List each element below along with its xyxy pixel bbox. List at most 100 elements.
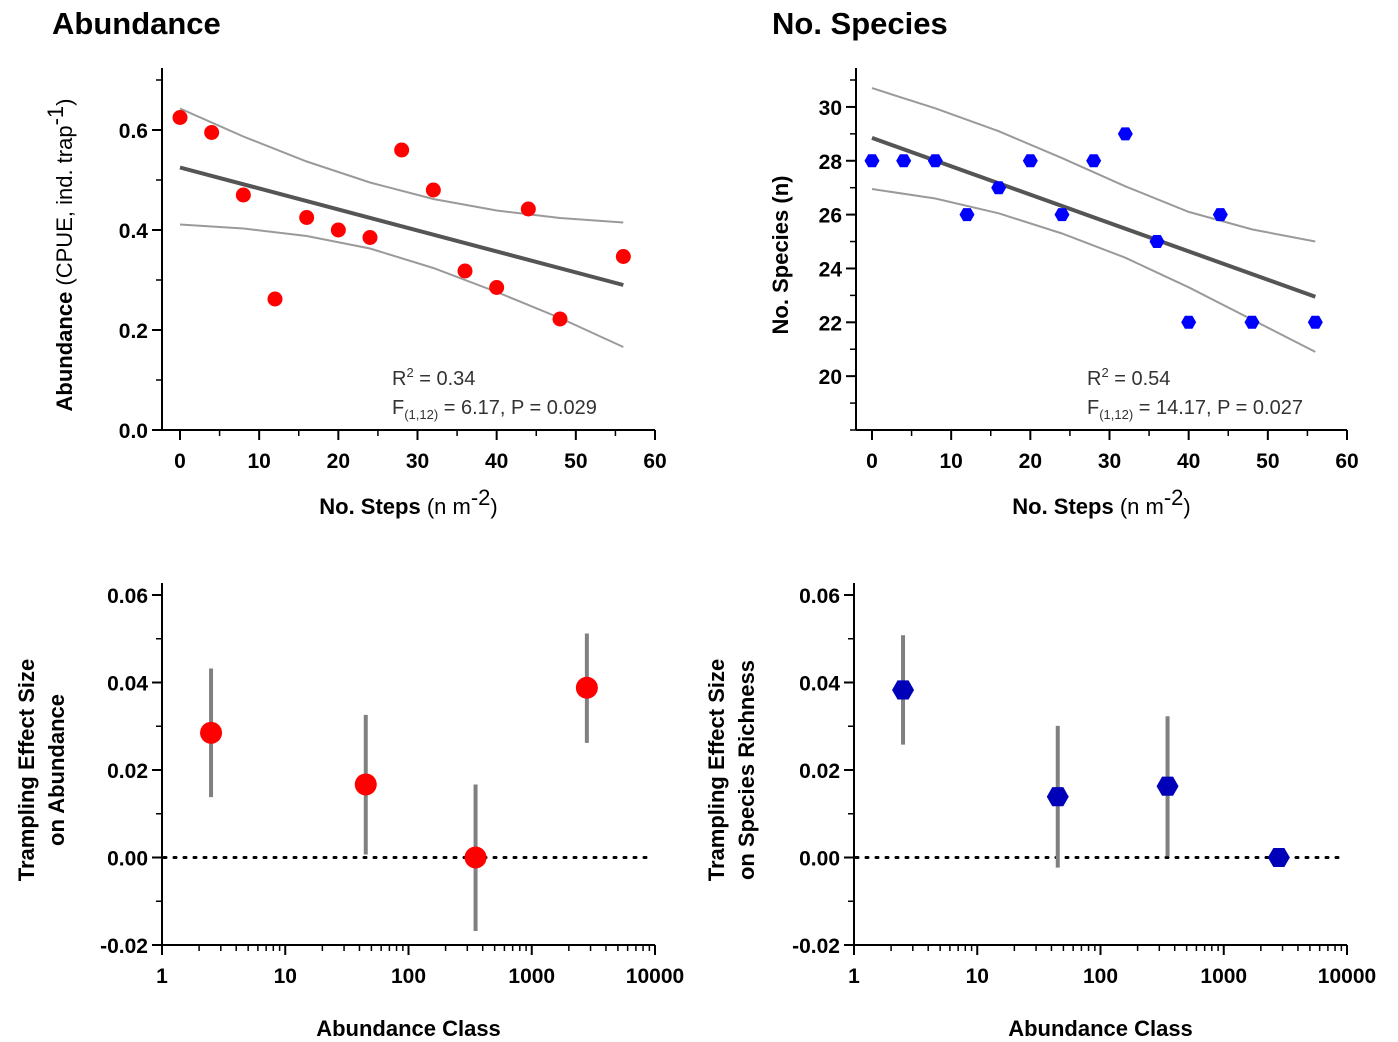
y-tick-label: 0.04 <box>107 673 148 696</box>
y-axis-label-unit-sup: -1 <box>43 106 68 126</box>
y-tick-label: 0.00 <box>107 848 148 871</box>
data-point <box>615 249 631 264</box>
y-tick-label: -0.02 <box>100 935 148 958</box>
y-axis-label-main: No. Species (n) <box>768 176 793 335</box>
data-point <box>1117 127 1133 141</box>
data-point <box>552 311 568 327</box>
x-axis-label-main: No. Steps <box>319 494 420 519</box>
panel-title: No. Species <box>772 6 948 41</box>
data-point <box>1181 315 1197 329</box>
annotation-f: F <box>392 397 404 419</box>
y-tick-label: 0.6 <box>119 120 148 143</box>
data-point <box>1156 776 1179 796</box>
y-axis-label-unit: (CPUE, ind. trap <box>52 125 77 291</box>
ci-upper-line <box>871 87 1316 243</box>
data-point <box>892 680 915 700</box>
y-tick-label: 0.00 <box>799 848 840 871</box>
x-tick-label: 30 <box>1098 450 1121 473</box>
data-point <box>896 154 912 168</box>
x-tick-label: 10 <box>247 450 270 473</box>
y-axis-label-line1: Trampling Effect Size <box>704 659 729 882</box>
data-point <box>425 182 441 198</box>
data-point <box>354 773 377 796</box>
annotation-r-value: = 0.54 <box>1109 368 1171 390</box>
x-tick-label: 40 <box>1177 450 1200 473</box>
y-axis-label-unit-close: ) <box>52 99 77 106</box>
x-tick-label: 10 <box>274 965 297 988</box>
y-tick-label: 22 <box>819 312 842 335</box>
panel-4: 1 10 100 1000 10000 -0.02 0.00 0.02 0.04 0.06 Abun… <box>704 583 1376 1041</box>
annotation-r: R <box>1087 368 1101 390</box>
x-tick-label: 1000 <box>1200 965 1247 988</box>
data-point <box>464 846 487 869</box>
x-tick-label: 1 <box>848 965 860 988</box>
y-tick-label: 0.06 <box>107 585 148 608</box>
panel-title: Abundance <box>52 6 221 41</box>
data-point <box>1046 787 1069 807</box>
annotation-r-squared: R2 = 0.54 <box>1087 365 1170 390</box>
y-tick-label: 24 <box>819 258 843 281</box>
x-tick-label: 20 <box>327 450 350 473</box>
y-axis-label-main: Abundance <box>52 292 77 412</box>
data-point <box>489 280 505 295</box>
x-axis-label-unit: (n m <box>1114 494 1164 519</box>
data-point <box>1022 154 1038 168</box>
y-tick-label: -0.02 <box>792 935 840 958</box>
x-tick-label: 1 <box>156 965 168 988</box>
data-point <box>1149 235 1165 249</box>
panel-1: Abundance 0 10 20 30 40 50 60 0.0 0.2 0.4 0.6 No. St… <box>43 6 667 519</box>
data-point <box>1054 208 1070 222</box>
y-tick-label: 26 <box>819 205 842 228</box>
data-point <box>200 721 223 744</box>
annotation-r-sup: 2 <box>406 365 413 380</box>
x-axis-label: Abundance Class <box>1008 1016 1193 1041</box>
x-tick-label: 1000 <box>508 965 555 988</box>
x-axis-label-unit-sup: -2 <box>1164 485 1184 510</box>
x-tick-label: 30 <box>406 450 429 473</box>
data-point <box>959 208 975 222</box>
data-point <box>299 210 315 225</box>
x-tick-label: 60 <box>1335 450 1358 473</box>
x-axis-label: Abundance Class <box>316 1016 501 1041</box>
annotation-f-value: = 6.17, P = 0.029 <box>438 397 597 419</box>
annotation-f-sub: (1,12) <box>1099 407 1133 422</box>
data-point <box>1212 208 1228 222</box>
ci-lower-line <box>871 188 1316 353</box>
x-axis-label-main: Abundance Class <box>1008 1016 1193 1041</box>
y-axis-label: Abundance (CPUE, ind. trap-1) <box>43 99 77 412</box>
x-tick-label: 10000 <box>1318 965 1376 988</box>
data-point <box>864 154 880 168</box>
regression-line <box>179 165 624 287</box>
data-point <box>267 291 283 307</box>
y-axis-label-line2: on Abundance <box>44 694 69 846</box>
annotation-r: R <box>392 368 406 390</box>
x-axis-label-main: Abundance Class <box>316 1016 501 1041</box>
data-point <box>1267 847 1290 868</box>
x-tick-label: 50 <box>1256 450 1279 473</box>
x-axis-label-unit-close: ) <box>490 494 497 519</box>
x-tick-label: 50 <box>564 450 587 473</box>
annotation-r-value: = 0.34 <box>414 368 476 390</box>
data-point <box>520 201 536 217</box>
y-tick-label: 28 <box>819 151 843 174</box>
annotation-f-value: = 14.17, P = 0.027 <box>1133 397 1303 419</box>
x-axis-label: No. Steps (n m-2) <box>1012 485 1190 519</box>
data-point <box>204 125 220 140</box>
data-point <box>394 142 410 158</box>
annotation-f-stat: F(1,12) = 6.17, P = 0.029 <box>392 397 597 422</box>
x-axis-label-unit-close: ) <box>1183 494 1190 519</box>
x-tick-label: 60 <box>643 450 666 473</box>
data-point <box>235 187 251 203</box>
annotation-f-stat: F(1,12) = 14.17, P = 0.027 <box>1087 397 1303 422</box>
x-axis-label-unit-sup: -2 <box>471 485 491 510</box>
x-axis-label-main: No. Steps <box>1012 494 1113 519</box>
x-axis-label-unit: (n m <box>421 494 471 519</box>
panel-2: No. Species 0 10 20 30 40 50 60 20 22 24 26 28 30 No. … <box>768 6 1359 519</box>
x-tick-label: 100 <box>391 965 426 988</box>
data-point <box>1244 315 1260 329</box>
data-point <box>457 263 473 279</box>
x-tick-label: 10 <box>939 450 962 473</box>
y-tick-label: 0.02 <box>107 760 148 783</box>
annotation-r-sup: 2 <box>1101 365 1108 380</box>
